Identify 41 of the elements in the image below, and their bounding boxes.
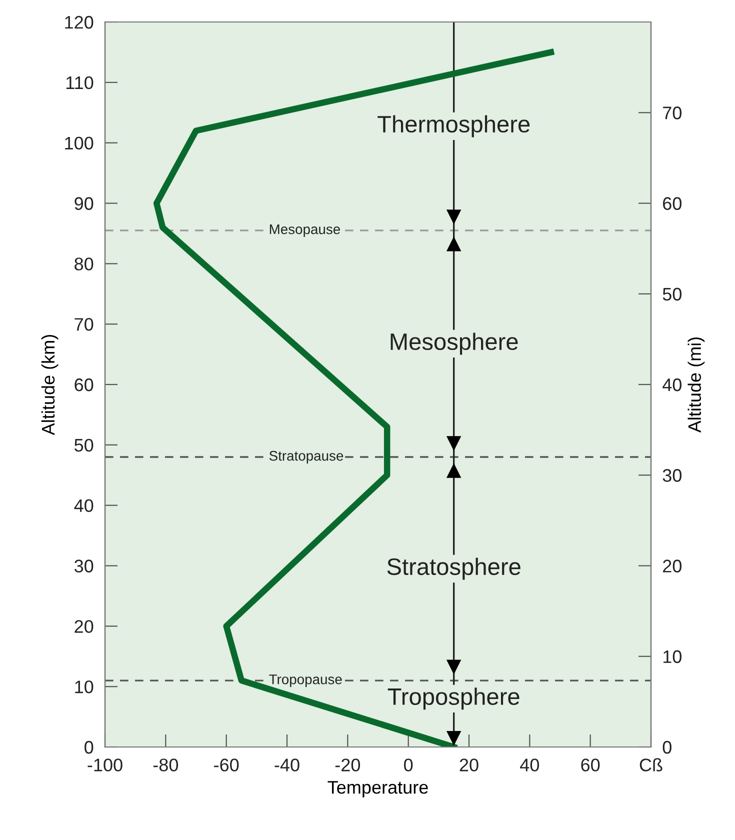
y2-axis-title: Altitude (mi)	[688, 337, 705, 433]
y2-tick-label: 70	[663, 106, 682, 120]
y2-tick-label: 0	[662, 740, 672, 754]
x-tick-label: 60	[581, 758, 600, 772]
y-tick-label: 20	[74, 620, 94, 633]
y-tick-label: 40	[74, 499, 94, 512]
annotation: Thermosphere	[378, 115, 530, 138]
x-tick-label: -80	[153, 758, 178, 772]
x-tick-label: 20	[460, 758, 478, 772]
annotation: Mesosphere	[390, 332, 518, 355]
x-axis-title: Temperature	[328, 781, 428, 798]
annotation: Stratosphere	[387, 558, 520, 580]
y2-tick-label: 10	[663, 650, 682, 664]
y-tick-label: 10	[75, 680, 94, 694]
y2-tick-label: 60	[663, 197, 682, 210]
y-tick-label: 110	[66, 76, 94, 90]
x-tick-label: -40	[274, 758, 300, 772]
y-tick-label: 100	[65, 136, 94, 150]
ref-line-label: Tropopause	[269, 674, 342, 688]
ref-line-label: Stratopause	[269, 450, 344, 464]
x-tick-label: -60	[214, 758, 239, 772]
y-tick-label: 60	[74, 378, 94, 392]
y-tick-label: 80	[74, 258, 94, 270]
y2-tick-label: 50	[662, 288, 682, 301]
annotation: Troposphere	[388, 688, 520, 710]
y-tick-label: 0	[84, 740, 94, 754]
x-tick-label: -20	[335, 758, 360, 772]
x-tick-label: -100	[88, 758, 122, 772]
y2-tick-label: 40	[662, 378, 682, 392]
y-axis-title: Altitude (km)	[41, 334, 58, 436]
y-tick-label: 50	[74, 438, 94, 452]
x-tick-label: Cß	[640, 758, 662, 772]
y-tick-label: 30	[74, 560, 94, 572]
y-tick-label: 120	[65, 16, 94, 29]
x-tick-label: 0	[404, 758, 413, 772]
x-tick-label: 40	[520, 758, 540, 772]
y-tick-label: 70	[74, 318, 94, 331]
y2-tick-label: 20	[663, 560, 682, 572]
ref-line-label: Mesopause	[270, 224, 340, 237]
y2-tick-label: 30	[662, 469, 682, 482]
y-tick-label: 90	[74, 197, 94, 210]
